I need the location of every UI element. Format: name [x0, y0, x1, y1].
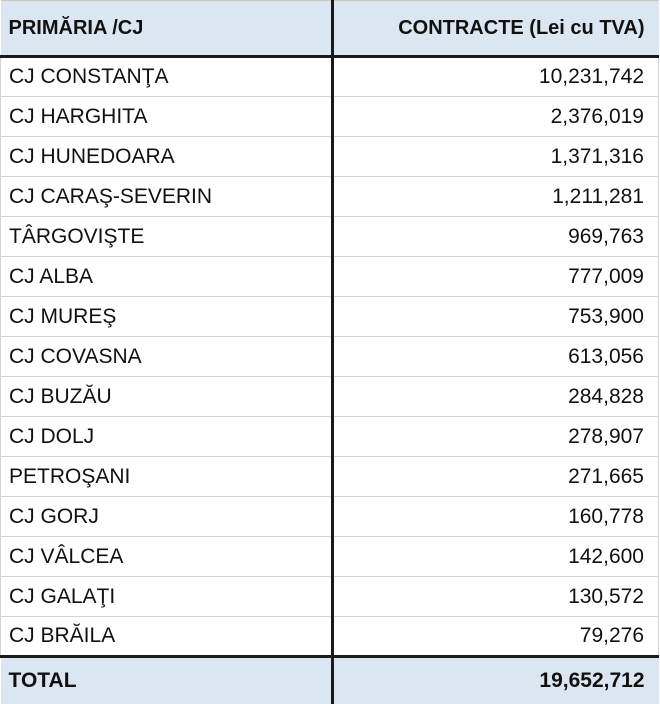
row-value: 777,009: [332, 256, 659, 297]
row-name: CJ HUNEDOARA: [0, 136, 334, 177]
header-row: PRIMĂRIA /CJ CONTRACTE (Lei cu TVA): [0, 0, 659, 58]
row-value: 79,276: [332, 616, 659, 657]
row-value: 969,763: [332, 216, 659, 257]
row-value: 2,376,019: [332, 96, 659, 137]
row-value: 142,600: [332, 536, 659, 577]
row-value: 613,056: [332, 336, 659, 377]
row-name: CJ BUZĂU: [0, 376, 334, 417]
table-row: CJ VÂLCEA 142,600: [0, 536, 659, 577]
table-row: CJ COVASNA 613,056: [0, 336, 659, 377]
total-label: TOTAL: [0, 655, 334, 704]
table-row: CJ CARAŞ-SEVERIN 1,211,281: [0, 176, 659, 217]
table-row: PETROŞANI 271,665: [0, 456, 659, 497]
table-row: CJ DOLJ 278,907: [0, 416, 659, 457]
row-value: 160,778: [332, 496, 659, 537]
row-name: CJ COVASNA: [0, 336, 334, 377]
row-value: 1,371,316: [332, 136, 659, 177]
row-value: 130,572: [332, 576, 659, 617]
table-row: CJ BUZĂU 284,828: [0, 376, 659, 417]
row-name: CJ ALBA: [0, 256, 334, 297]
table-row: CJ BRĂILA 79,276: [0, 616, 659, 657]
row-value: 284,828: [332, 376, 659, 417]
row-name: CJ GALAŢI: [0, 576, 334, 617]
table-row: CJ HUNEDOARA 1,371,316: [0, 136, 659, 177]
row-value: 753,900: [332, 296, 659, 337]
table-row: CJ ALBA 777,009: [0, 256, 659, 297]
row-name: PETROŞANI: [0, 456, 334, 497]
table-row: CJ GALAŢI 130,572: [0, 576, 659, 617]
row-name: CJ CARAŞ-SEVERIN: [0, 176, 334, 217]
row-name: CJ DOLJ: [0, 416, 334, 457]
row-name: CJ GORJ: [0, 496, 334, 537]
table-row: TÂRGOVIŞTE 969,763: [0, 216, 659, 257]
table-row: CJ HARGHITA 2,376,019: [0, 96, 659, 137]
row-name: CJ HARGHITA: [0, 96, 334, 137]
row-name: TÂRGOVIŞTE: [0, 216, 334, 257]
row-name: CJ CONSTANŢA: [0, 56, 334, 97]
table-row: CJ MUREŞ 753,900: [0, 296, 659, 337]
table-row: CJ CONSTANŢA 10,231,742: [0, 56, 659, 97]
total-row: TOTAL 19,652,712: [0, 655, 659, 704]
row-name: CJ VÂLCEA: [0, 536, 334, 577]
table-row: CJ GORJ 160,778: [0, 496, 659, 537]
row-value: 278,907: [332, 416, 659, 457]
total-value: 19,652,712: [332, 655, 659, 704]
row-value: 10,231,742: [332, 56, 659, 97]
row-value: 1,211,281: [332, 176, 659, 217]
row-value: 271,665: [332, 456, 659, 497]
column-header-primaria: PRIMĂRIA /CJ: [0, 0, 334, 58]
row-name: CJ BRĂILA: [0, 616, 334, 657]
column-header-contracte: CONTRACTE (Lei cu TVA): [332, 0, 659, 58]
row-name: CJ MUREŞ: [0, 296, 334, 337]
